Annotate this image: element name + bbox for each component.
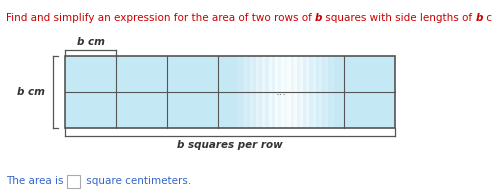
Bar	[231, 56, 241, 128]
Bar	[67, 175, 80, 188]
Text: square centimeters.: square centimeters.	[83, 176, 191, 186]
Bar	[306, 56, 316, 128]
Bar	[225, 56, 234, 128]
Bar	[256, 56, 266, 128]
Text: b: b	[476, 13, 483, 23]
Bar	[244, 56, 253, 128]
Text: squares with side lengths of: squares with side lengths of	[322, 13, 476, 23]
Bar	[237, 56, 246, 128]
Bar	[65, 56, 395, 128]
Text: Find and simplify an expression for the area of two rows of: Find and simplify an expression for the …	[6, 13, 315, 23]
Bar	[275, 56, 284, 128]
Bar	[319, 56, 328, 128]
Bar	[218, 56, 228, 128]
Text: b squares per row: b squares per row	[177, 140, 283, 150]
Text: b cm: b cm	[77, 37, 104, 47]
Text: b: b	[315, 13, 322, 23]
Bar	[250, 56, 259, 128]
Bar	[262, 56, 272, 128]
Bar	[300, 56, 309, 128]
Bar	[269, 56, 278, 128]
Bar	[287, 56, 297, 128]
Bar	[281, 56, 291, 128]
Bar	[294, 56, 303, 128]
Bar	[65, 56, 395, 128]
Bar	[338, 56, 347, 128]
Bar	[325, 56, 335, 128]
Bar	[312, 56, 322, 128]
Text: ...: ...	[276, 87, 286, 97]
Bar	[331, 56, 341, 128]
Text: The area is: The area is	[6, 176, 67, 186]
Text: centimeters .: centimeters .	[483, 13, 492, 23]
Text: b cm: b cm	[17, 87, 45, 97]
